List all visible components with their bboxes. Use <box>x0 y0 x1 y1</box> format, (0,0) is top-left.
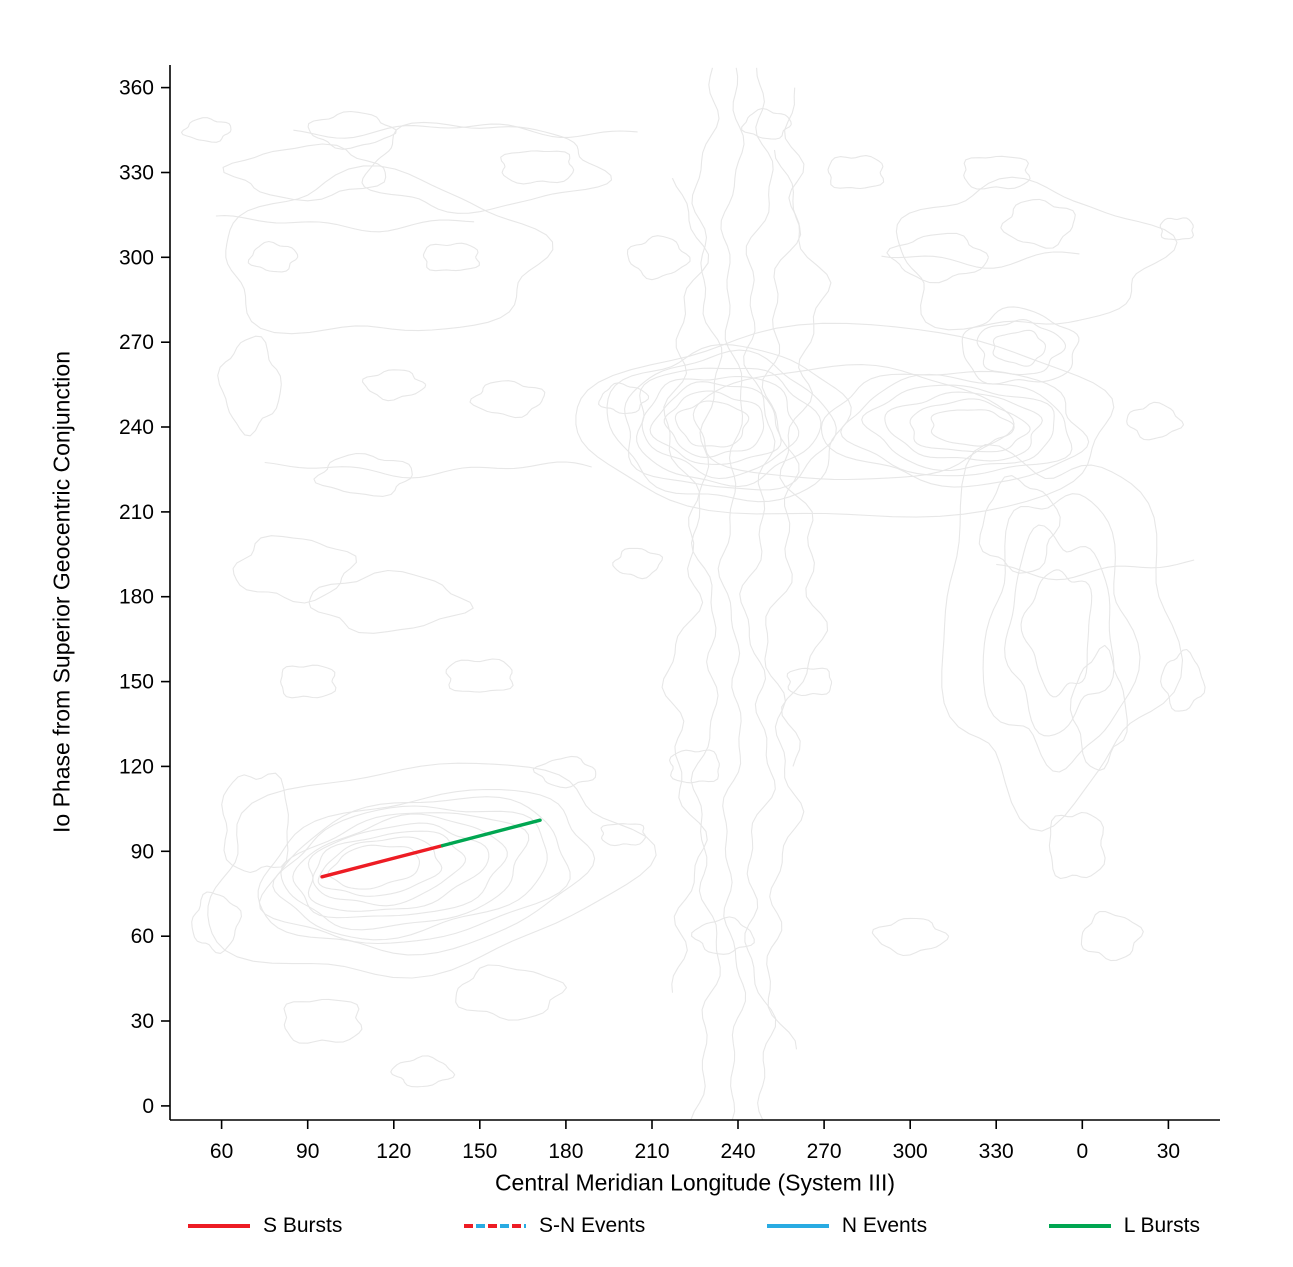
y-tick-label: 120 <box>119 755 154 778</box>
legend-label-n-events: N Events <box>841 1214 928 1237</box>
legend-label-s-bursts: S Bursts <box>263 1214 343 1237</box>
y-tick-label: 300 <box>119 246 154 269</box>
x-axis-label: Central Meridian Longitude (System III) <box>494 1169 896 1196</box>
legend-label-l-bursts: L Bursts <box>1123 1214 1200 1237</box>
x-tick-label: 210 <box>634 1140 669 1163</box>
y-axis-label: Io Phase from Superior Geocentric Conjun… <box>48 351 75 833</box>
x-tick-label: 240 <box>720 1140 755 1163</box>
x-tick-label: 90 <box>296 1140 319 1163</box>
x-tick-label: 180 <box>548 1140 583 1163</box>
y-tick-label: 60 <box>131 925 154 948</box>
x-tick-label: 300 <box>893 1140 928 1163</box>
x-tick-label: 330 <box>979 1140 1014 1163</box>
s-bursts-line <box>320 843 445 879</box>
chart-legend: S Bursts S-N Events N Events L Bursts <box>188 1214 1200 1238</box>
axes <box>161 65 1220 1129</box>
x-tick-label: 0 <box>1076 1140 1088 1163</box>
legend-label-s-n-events: S-N Events <box>539 1214 646 1237</box>
y-tick-label: 270 <box>119 331 154 354</box>
legend-item-l-bursts: L Bursts <box>1048 1214 1200 1238</box>
y-tick-label: 180 <box>119 586 154 609</box>
y-tick-label: 210 <box>119 501 154 524</box>
s-bursts-line-swatch <box>188 1224 250 1228</box>
y-tick-label: 0 <box>142 1095 154 1118</box>
s-n-events-line-swatch <box>464 1224 527 1228</box>
y-tick-label: 30 <box>131 1010 154 1033</box>
x-tick-label: 150 <box>462 1140 497 1163</box>
x-tick-label: 30 <box>1157 1140 1180 1163</box>
y-tick-label: 360 <box>119 77 154 100</box>
x-tick-label: 60 <box>210 1140 233 1163</box>
x-tick-label: 270 <box>807 1140 842 1163</box>
legend-item-s-bursts: S Bursts <box>188 1214 342 1238</box>
y-tick-label: 150 <box>119 671 154 694</box>
y-tick-label: 330 <box>119 162 154 185</box>
y-tick-label: 240 <box>119 416 154 439</box>
x-tick-label: 120 <box>376 1140 411 1163</box>
l-bursts-line-swatch <box>1048 1224 1111 1228</box>
contour-lines <box>180 67 1206 1120</box>
n-events-line-swatch <box>766 1224 829 1228</box>
y-tick-label: 90 <box>131 840 154 863</box>
legend-item-n-events: N Events <box>766 1214 928 1238</box>
legend-item-s-n-events: S-N Events <box>464 1214 645 1238</box>
l-bursts-line <box>440 818 542 848</box>
